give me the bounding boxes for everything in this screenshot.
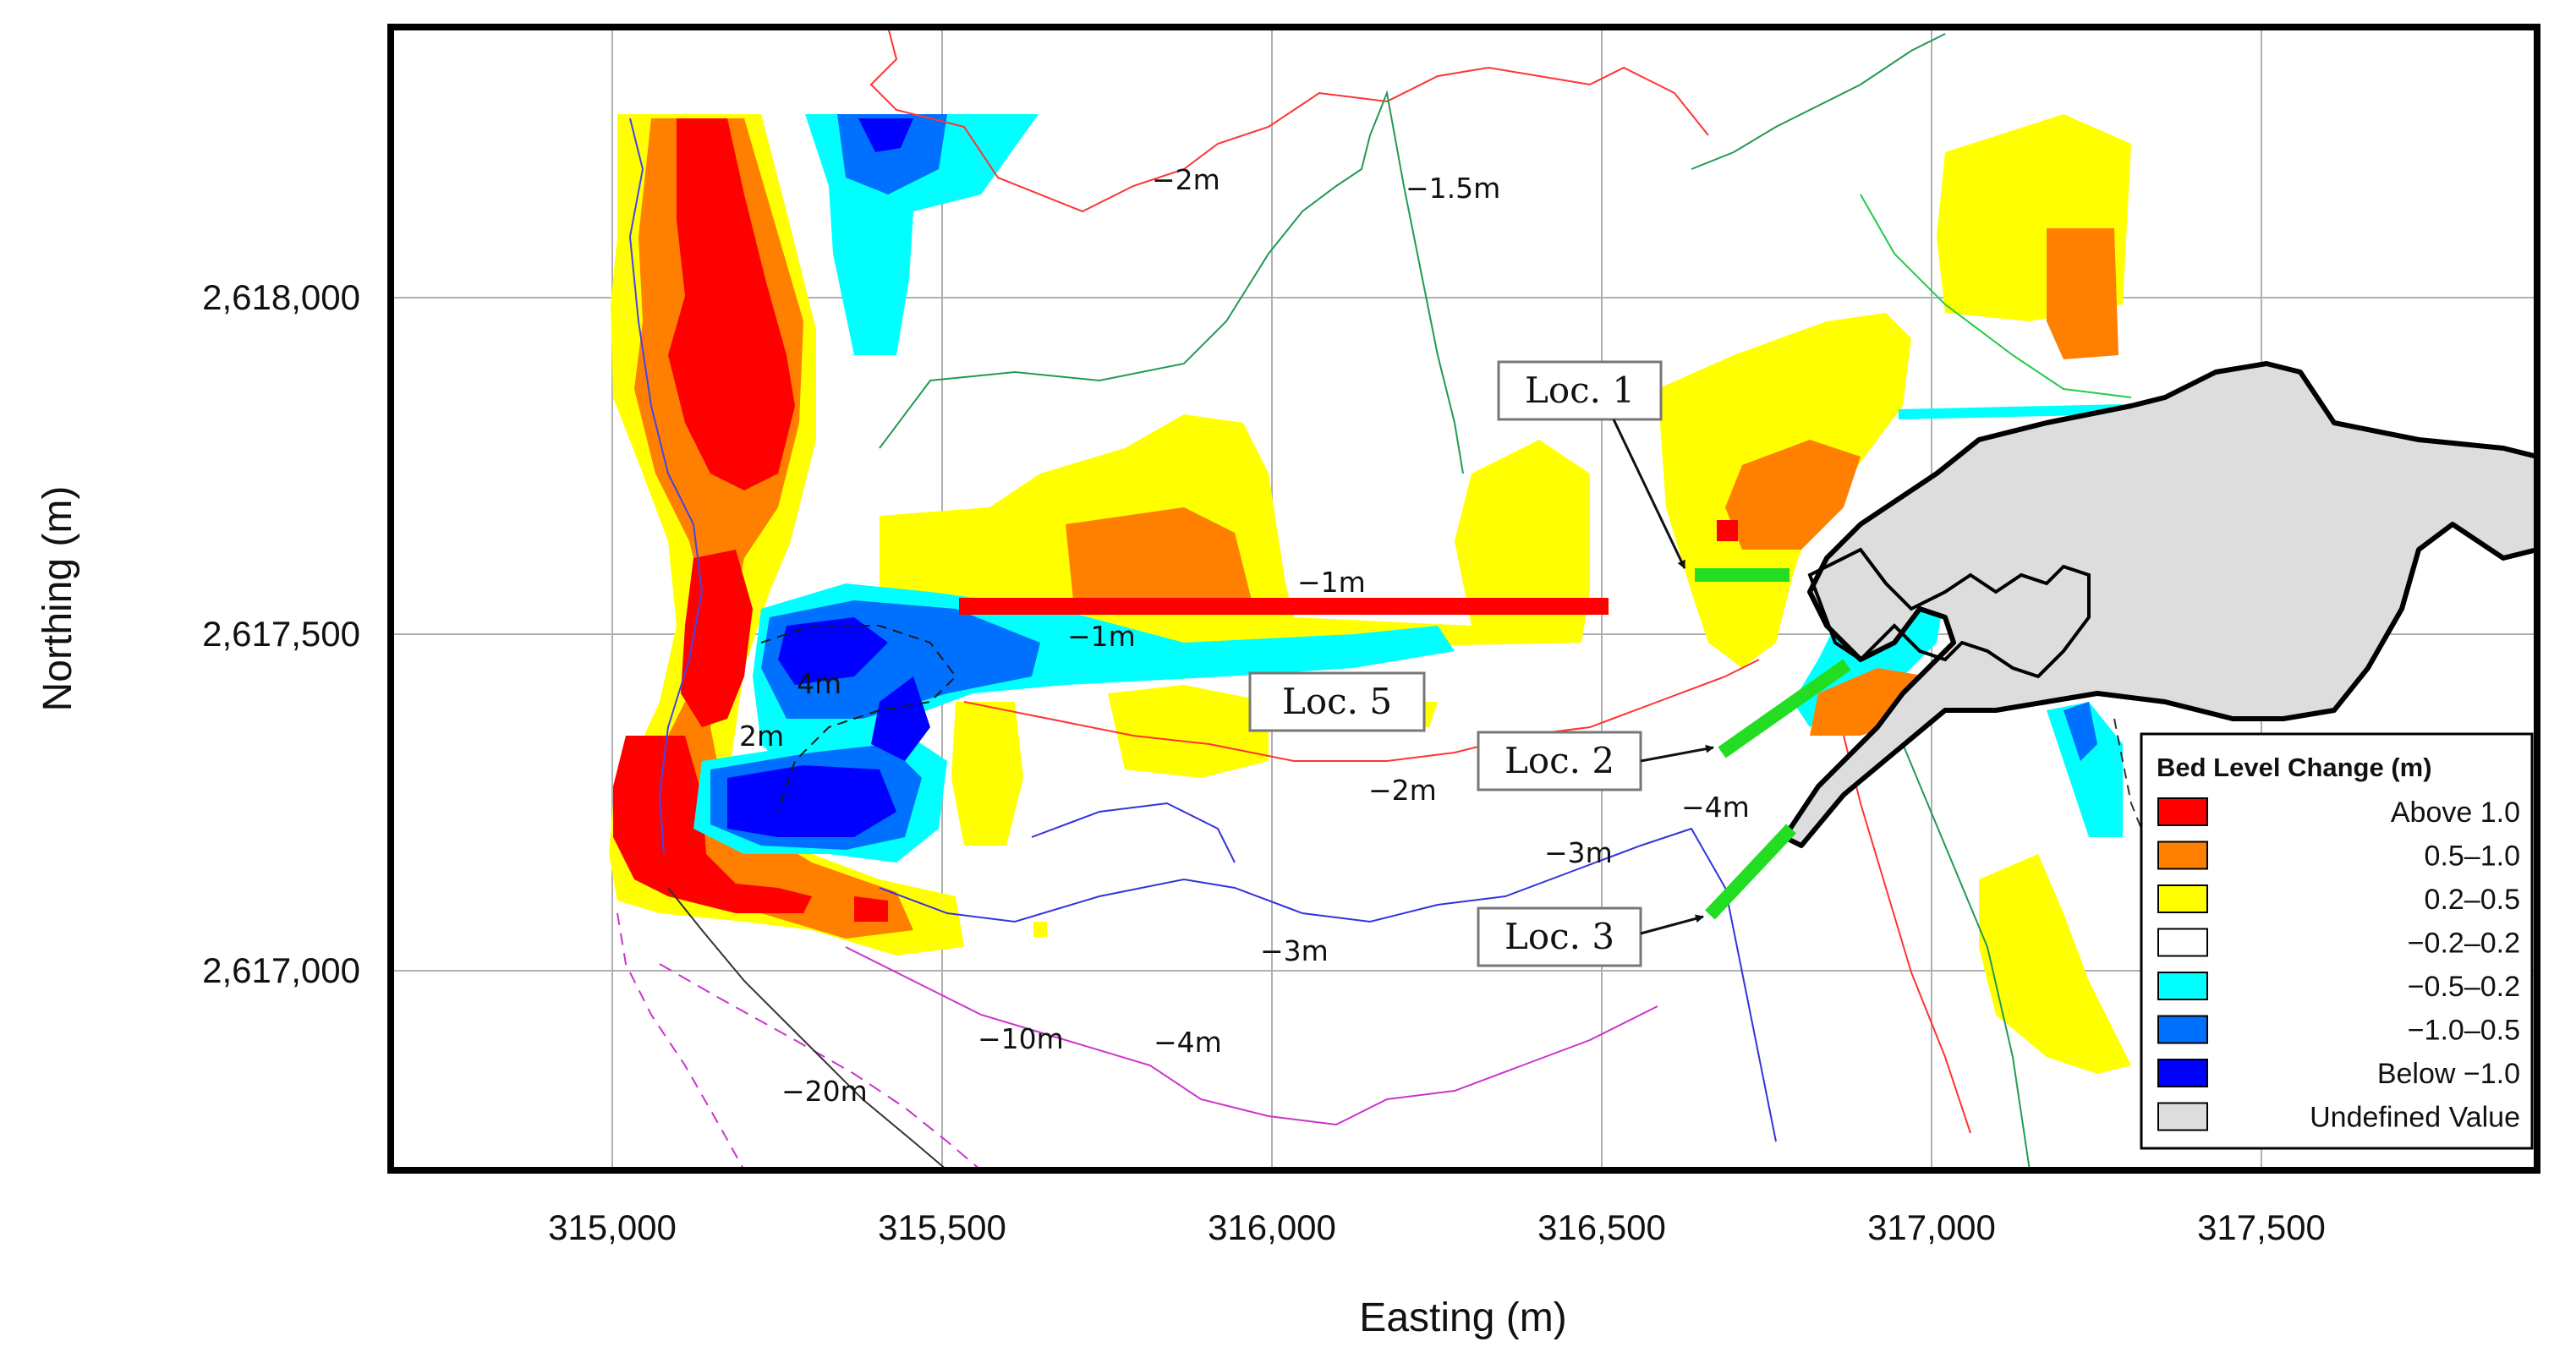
land-area (1782, 361, 2537, 848)
zone-cyan-east (2047, 702, 2123, 837)
legend-swatch (2157, 797, 2208, 826)
contour-shore-west-2 (617, 912, 745, 1170)
loc3-label: Loc. 3 (1504, 916, 1614, 957)
depth-label: −2m (1368, 774, 1437, 807)
x-tick-label: 316,500 (1537, 1207, 1666, 1247)
harbour-breakwater (1807, 547, 2091, 679)
depth-label: −1m (1067, 620, 1136, 653)
zone-darkblue-central (778, 617, 888, 685)
legend-label: Above 1.0 (2391, 797, 2520, 829)
loc1-callout: Loc. 1 (1497, 360, 1686, 569)
y-tick-labels: 2,618,000 2,617,500 2,617,000 (202, 277, 360, 990)
y-tick-label: 2,618,000 (202, 277, 360, 317)
loc3-line (1705, 824, 1796, 920)
zone-orange-northeast (2047, 228, 2118, 359)
contour-20m (667, 887, 948, 1170)
depth-label: −2m (1152, 163, 1220, 196)
bed-level-zones (609, 114, 2131, 1074)
loc2-line (1718, 659, 1851, 758)
depth-label: 4m (797, 667, 841, 700)
legend-label: Below −1.0 (2377, 1058, 2520, 1090)
legend-label: 0.5–1.0 (2425, 841, 2520, 873)
zone-blue-north (837, 114, 947, 194)
contour-3m-north (1031, 802, 1236, 863)
depth-label: 2m (739, 720, 784, 753)
loc2-callout: Loc. 2 (1477, 731, 1714, 791)
zone-red-harbour-spot (1717, 520, 1738, 541)
legend-label: −1.0–0.5 (2408, 1015, 2520, 1047)
loc5-callout: Loc. 5 (1248, 671, 1426, 732)
legend-label: −0.5–0.2 (2408, 971, 2520, 1003)
contour-shore-west (628, 118, 704, 855)
depth-label: −1.5m (1406, 172, 1500, 205)
plot-frame (387, 24, 2540, 1174)
zone-red-west-mid (681, 550, 753, 727)
zone-yellow-tiny (1033, 922, 1047, 937)
depth-label: −20m (781, 1075, 868, 1108)
contour-1-5m (879, 90, 1464, 474)
contour-2m-east (1843, 735, 1971, 1134)
x-tick-labels: 315,000 315,500 316,000 316,500 317,000 … (548, 1207, 2326, 1247)
zone-darkblue-southwest (727, 765, 896, 837)
zone-blue-east (2064, 702, 2097, 761)
depth-label: −3m (1544, 836, 1613, 869)
x-tick-label: 317,000 (1867, 1207, 1996, 1247)
loc5-label: Loc. 5 (1282, 681, 1392, 722)
loc3-callout: Loc. 3 (1477, 906, 1704, 967)
legend-label: Undefined Value (2310, 1102, 2520, 1134)
zone-orange-harbour (1725, 440, 1861, 550)
zone-red-west (668, 118, 795, 490)
contour-1m-north (1691, 33, 1946, 170)
zone-red-spot (854, 896, 888, 922)
depth-label: −1m (1297, 566, 1366, 599)
legend-items: Above 1.0 0.5–1.0 0.2–0.5 −0.2–0.2 −0.5–0.2 −… (2157, 797, 2520, 1134)
zone-orange-central (1066, 507, 1252, 613)
depth-label: −4m (1681, 791, 1750, 824)
zone-cyan-edge (1899, 404, 2123, 419)
zone-yellow-southeast (1979, 854, 2131, 1074)
x-axis-title: Easting (m) (1359, 1295, 1566, 1340)
depth-label: −4m (1154, 1026, 1222, 1059)
loc2-label: Loc. 2 (1504, 740, 1614, 781)
legend-swatch (2157, 1102, 2208, 1131)
contour-1m-east (1860, 194, 2132, 398)
contour-3m (879, 827, 1777, 1142)
y-tick-label: 2,617,500 (202, 614, 360, 654)
legend-swatch (2157, 841, 2208, 870)
legend-label: 0.2–0.5 (2425, 884, 2520, 916)
legend-swatch (2157, 884, 2208, 913)
contour-2m (869, 27, 1709, 213)
legend-swatch (2157, 1015, 2208, 1044)
zone-yellow-south-2 (1108, 685, 1269, 778)
loc1-label: Loc. 1 (1525, 370, 1635, 411)
contour-2m-south (963, 659, 1760, 762)
contour-4m (845, 946, 1658, 1126)
x-tick-label: 317,500 (2197, 1207, 2326, 1247)
y-axis-title: Northing (m) (36, 486, 80, 712)
legend-swatch (2157, 928, 2208, 957)
legend-title: Bed Level Change (m) (2157, 753, 2432, 782)
legend: Bed Level Change (m) Above 1.0 0.5–1.0 0.2… (2140, 732, 2534, 1150)
zone-darkblue-mid (871, 676, 930, 761)
legend-label: −0.2–0.2 (2408, 928, 2520, 960)
zone-red-west-low (613, 736, 812, 913)
legend-swatch (2157, 1059, 2208, 1087)
x-tick-label: 315,000 (548, 1207, 677, 1247)
location-callouts: Loc. 1 Loc. 2 Loc. 3 Loc. 5 (1248, 360, 1714, 967)
depth-label-group: −2m −1.5m −1m −1m 4m 2m −2m −4m −3m −3m … (739, 163, 1750, 1108)
x-tick-label: 316,000 (1208, 1207, 1336, 1247)
contour-10m (659, 963, 982, 1170)
contour-east (1902, 743, 2031, 1170)
depth-label: −10m (978, 1022, 1064, 1055)
depth-label: −3m (1260, 934, 1329, 967)
y-tick-label: 2,617,000 (202, 950, 360, 990)
zone-yellow-south-1 (951, 702, 1023, 846)
contour-4m-inner (760, 625, 957, 813)
location-lines (959, 568, 1851, 920)
legend-swatch (2157, 972, 2208, 1000)
x-tick-label: 315,500 (878, 1207, 1006, 1247)
zone-darkblue-north (858, 118, 913, 152)
